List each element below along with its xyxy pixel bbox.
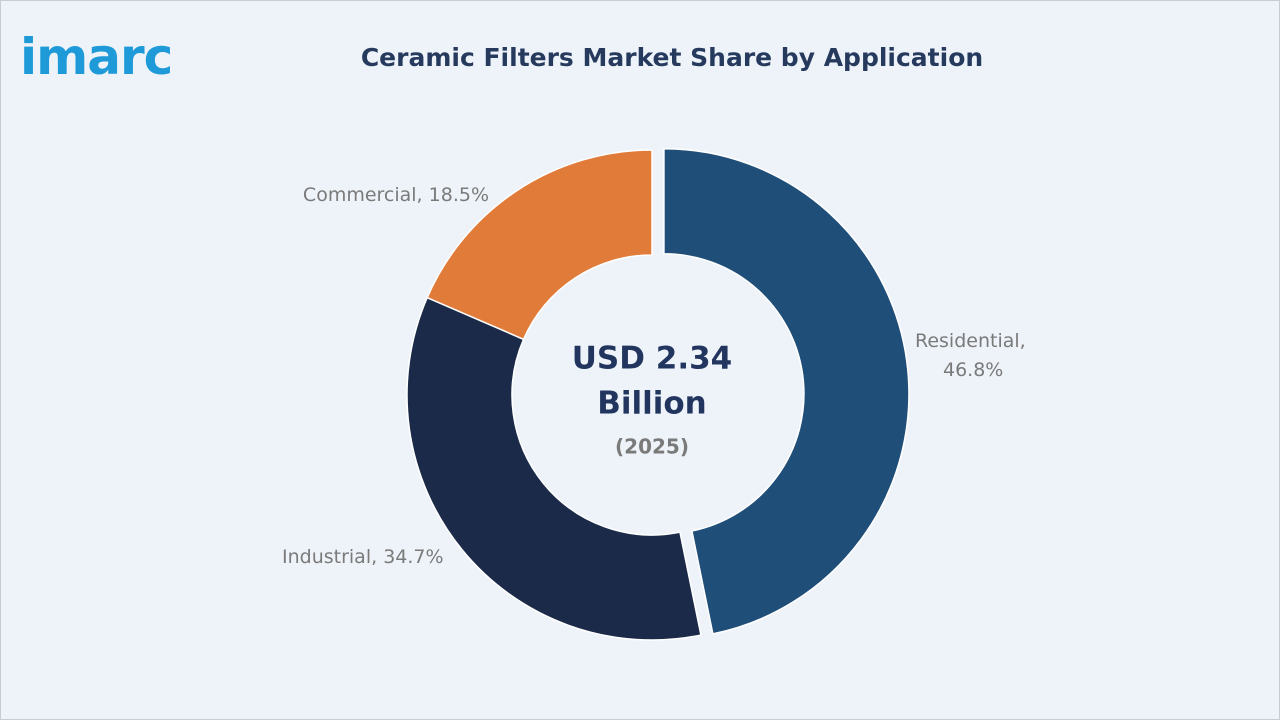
- slice-label-line: Residential,: [915, 330, 1026, 352]
- slice-label: Residential, 46.8%: [915, 330, 1026, 381]
- chart-title: Ceramic Filters Market Share by Applicat…: [361, 43, 983, 72]
- slice: [406, 296, 702, 641]
- slice: [426, 149, 653, 341]
- slice-label: Commercial, 18.5%: [303, 184, 489, 206]
- center-year: (2025): [615, 435, 689, 459]
- slice: [663, 148, 910, 635]
- center-value: USD 2.34: [572, 341, 733, 377]
- center-unit: Billion: [597, 386, 707, 422]
- slice-label: Industrial, 34.7%: [282, 546, 444, 568]
- slice-label-line: 46.8%: [943, 359, 1003, 381]
- logo: imarc: [20, 28, 172, 86]
